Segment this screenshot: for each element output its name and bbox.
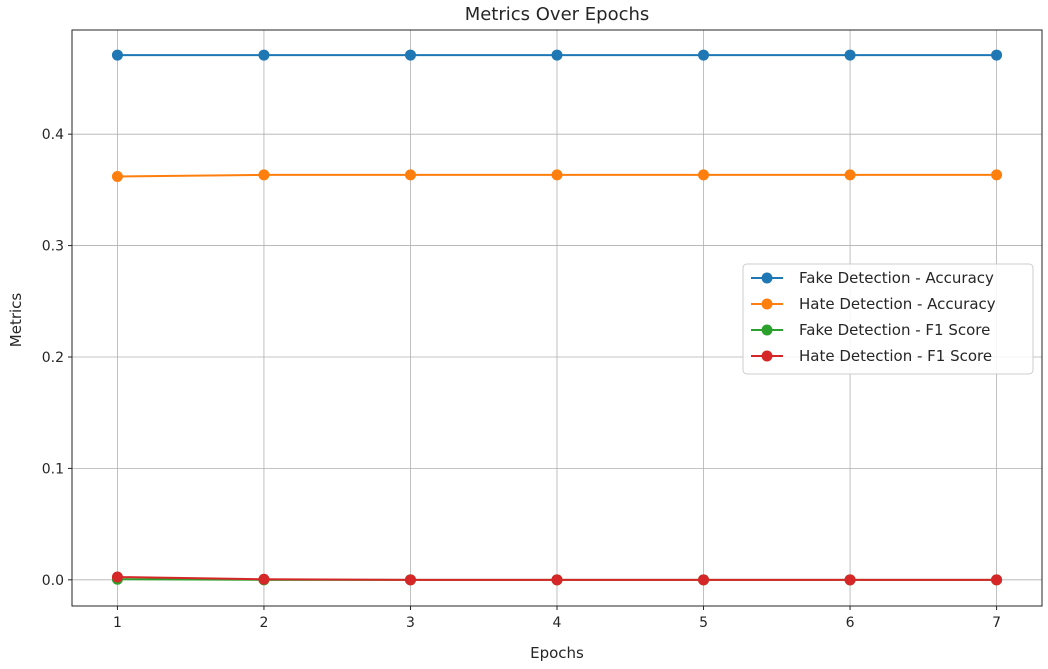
y-tick-label: 0.3 [42,239,64,255]
x-axis-ticks: 1 2 3 4 5 6 7 [113,606,1001,631]
data-point [844,169,856,181]
series-1 [111,49,1003,61]
x-tick-label: 3 [406,615,415,631]
data-point [844,574,856,586]
legend-item: Fake Detection - F1 Score [751,321,990,339]
data-point [258,169,270,181]
x-tick-label: 4 [553,615,562,631]
data-point [698,49,710,61]
data-point [991,49,1003,61]
chart-title: Metrics Over Epochs [465,4,650,25]
data-point [404,574,416,586]
data-point [551,574,563,586]
legend-item: Hate Detection - Accuracy [751,295,996,313]
series-layer [111,49,1003,586]
series-4 [111,571,1003,586]
legend-marker [761,350,773,362]
data-point [698,574,710,586]
data-point [551,49,563,61]
x-axis-label: Epochs [530,644,584,662]
data-point [404,169,416,181]
y-tick-label: 0.4 [42,127,64,143]
data-point [111,571,123,583]
x-tick-label: 7 [992,615,1001,631]
x-tick-label: 5 [699,615,708,631]
legend-item: Hate Detection - F1 Score [751,347,992,365]
y-tick-label: 0.2 [42,350,64,366]
legend-item: Fake Detection - Accuracy [751,269,994,287]
legend-label: Fake Detection - Accuracy [799,269,994,287]
legend-box [742,263,1034,375]
series-2 [111,169,1003,183]
legend-marker [761,272,773,284]
x-tick-label: 6 [846,615,855,631]
x-tick-label: 2 [259,615,268,631]
data-point [258,573,270,585]
data-point [991,574,1003,586]
y-tick-label: 0.0 [42,573,64,589]
legend-label: Fake Detection - F1 Score [799,321,990,339]
y-tick-label: 0.1 [42,461,64,477]
data-point [258,49,270,61]
legend: Fake Detection - Accuracy Hate Detection … [742,263,1034,375]
x-tick-label: 1 [113,615,122,631]
data-point [111,171,123,183]
legend-label: Hate Detection - F1 Score [799,347,992,365]
data-point [991,169,1003,181]
legend-label: Hate Detection - Accuracy [799,295,996,313]
y-axis-ticks: 0.0 0.1 0.2 0.3 0.4 [42,127,72,589]
legend-marker [761,324,773,336]
data-point [111,49,123,61]
data-point [551,169,563,181]
y-axis-label: Metrics [7,293,25,348]
data-point [404,49,416,61]
data-point [844,49,856,61]
data-point [698,169,710,181]
legend-marker [761,298,773,310]
